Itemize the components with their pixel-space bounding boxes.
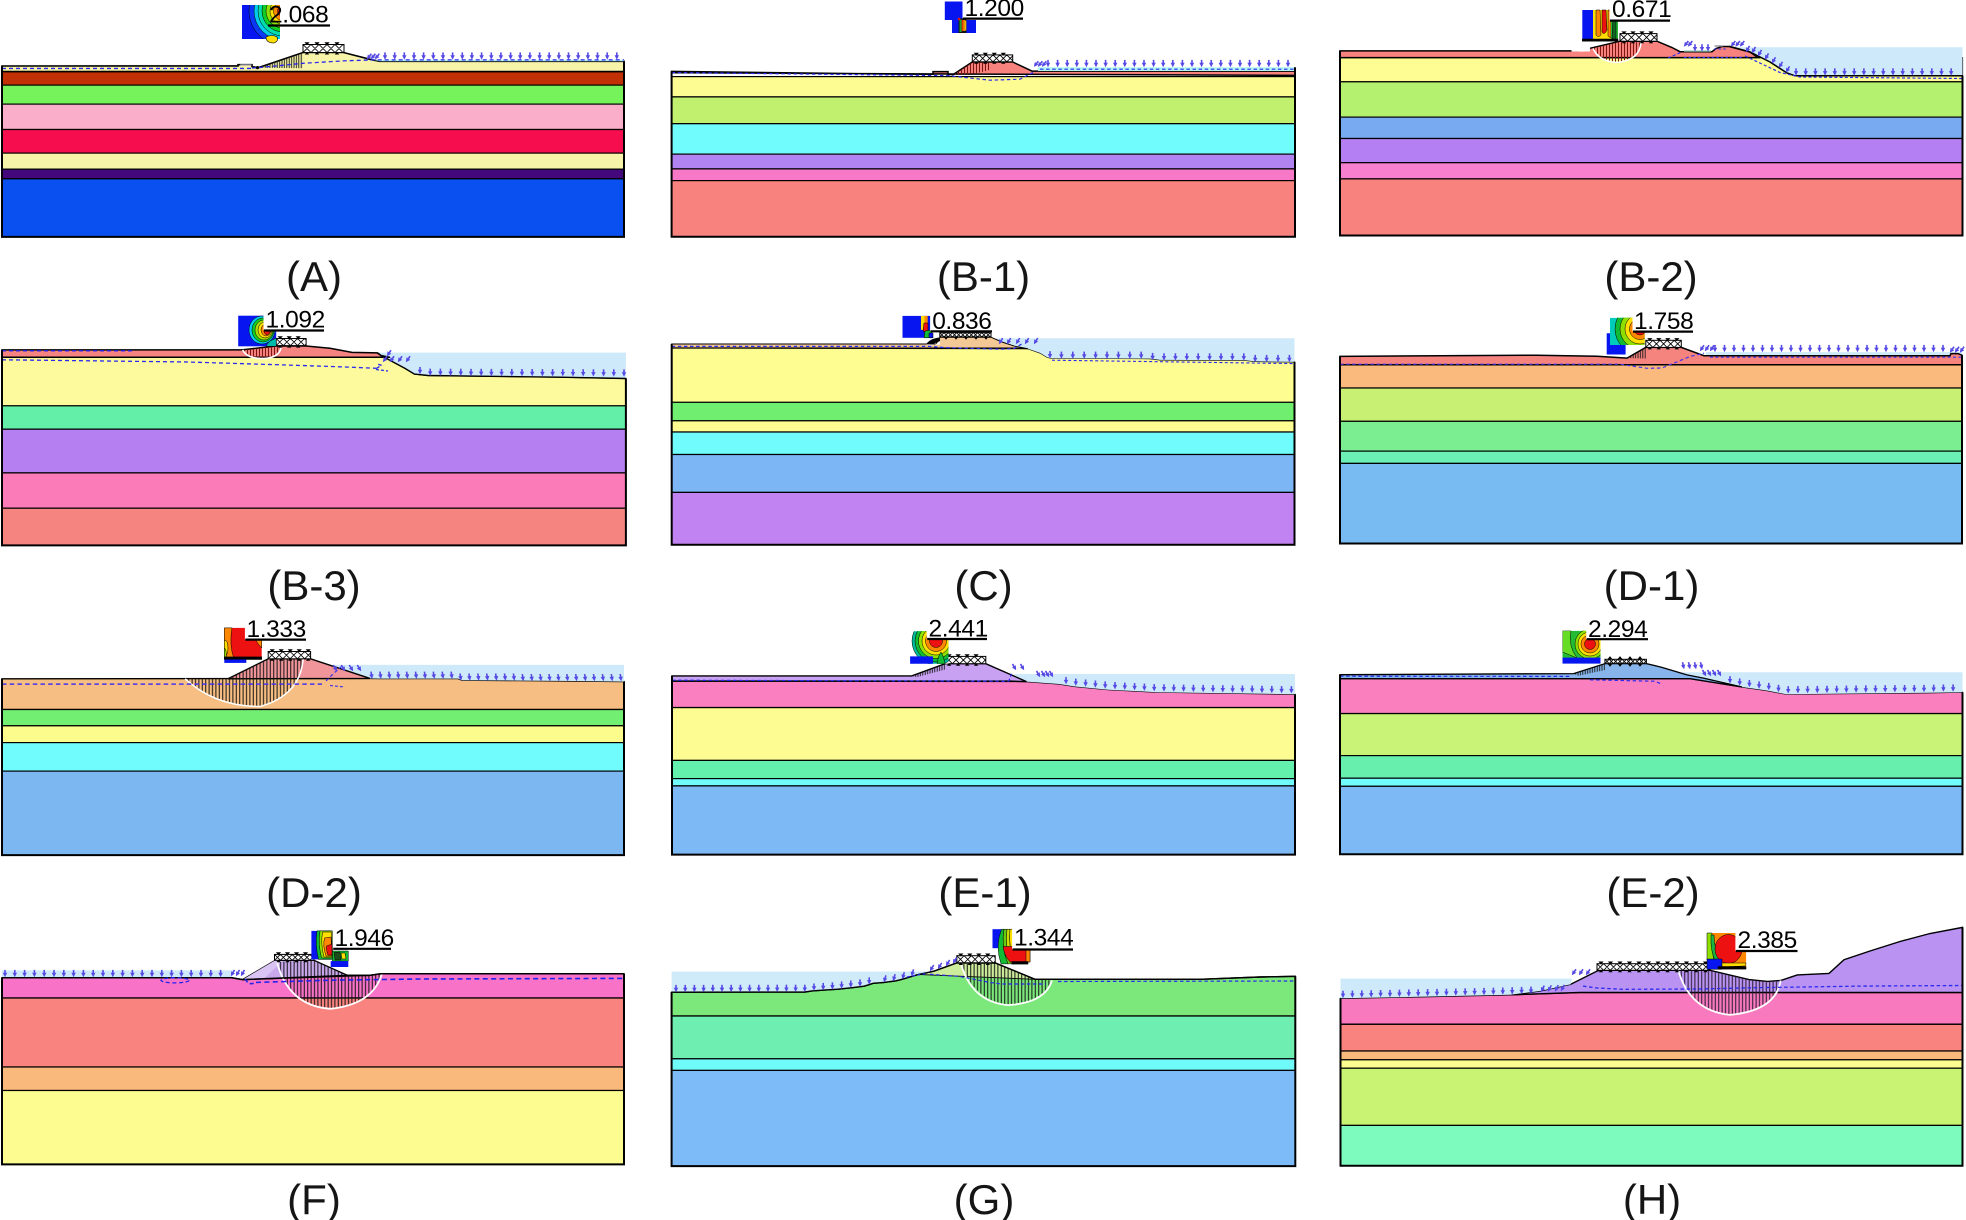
svg-text:(E-2): (E-2) — [1606, 869, 1699, 916]
svg-text:(B-1): (B-1) — [937, 253, 1030, 300]
svg-text:1.092: 1.092 — [266, 307, 325, 334]
svg-text:(B-3): (B-3) — [267, 562, 360, 609]
svg-text:1.946: 1.946 — [335, 925, 394, 952]
svg-text:(C): (C) — [954, 562, 1012, 609]
svg-text:(F): (F) — [287, 1176, 341, 1220]
svg-text:(A): (A) — [286, 253, 342, 300]
svg-text:(B-2): (B-2) — [1604, 253, 1697, 300]
svg-text:(E-1): (E-1) — [938, 869, 1031, 916]
svg-text:(H): (H) — [1623, 1176, 1681, 1220]
svg-text:2.441: 2.441 — [929, 615, 988, 642]
svg-text:(D-1): (D-1) — [1604, 562, 1700, 609]
svg-text:0.671: 0.671 — [1612, 0, 1671, 23]
svg-text:(G): (G) — [954, 1176, 1015, 1220]
svg-text:1.200: 1.200 — [965, 0, 1024, 22]
svg-text:2.068: 2.068 — [269, 2, 328, 29]
svg-text:(D-2): (D-2) — [266, 869, 362, 916]
svg-text:2.385: 2.385 — [1738, 927, 1797, 954]
svg-text:1.344: 1.344 — [1014, 925, 1073, 952]
